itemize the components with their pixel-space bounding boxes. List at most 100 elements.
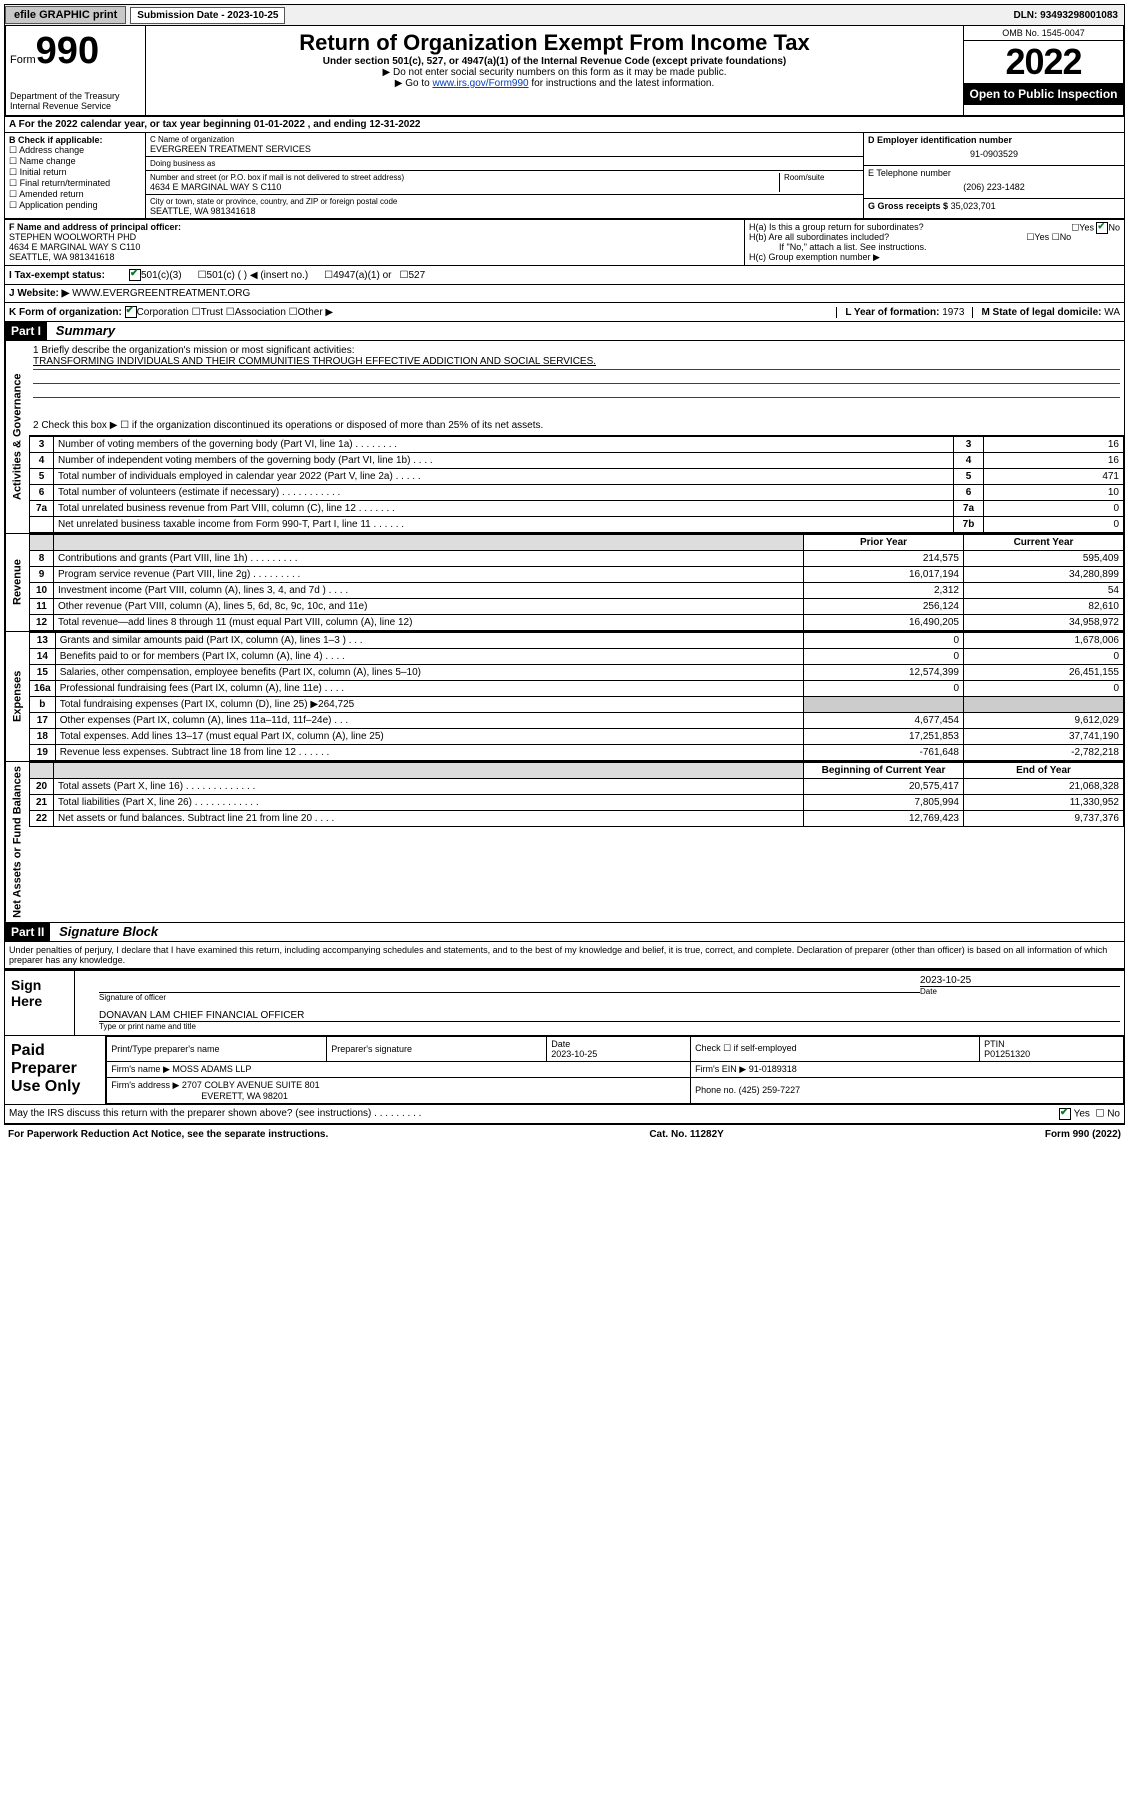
dba-lbl: Doing business as [150, 159, 859, 168]
sidelabel-expenses: Expenses [5, 632, 29, 761]
h-b: H(b) Are all subordinates included? ☐Yes… [749, 232, 1120, 242]
opt-association: Association [235, 307, 286, 318]
paid-preparer-label: Paid Preparer Use Only [5, 1036, 106, 1104]
table-row: 20Total assets (Part X, line 16) . . . .… [30, 779, 1124, 795]
row-j: J Website: ▶ WWW.EVERGREENTREATMENT.ORG [4, 285, 1125, 303]
note-ssn: ▶ Do not enter social security numbers o… [150, 67, 959, 78]
may-irs-discuss: May the IRS discuss this return with the… [4, 1105, 1125, 1124]
part1-hdr: Part I [5, 322, 47, 340]
table-row: 12Total revenue—add lines 8 through 11 (… [30, 615, 1124, 631]
table-header: Prior YearCurrent Year [30, 535, 1124, 551]
q1: 1 Briefly describe the organization's mi… [33, 345, 1120, 356]
chk-name-change[interactable]: ☐ Name change [9, 156, 141, 167]
chk-final-return[interactable]: ☐ Final return/terminated [9, 178, 141, 189]
q2: 2 Check this box ▶ ☐ if the organization… [33, 420, 1120, 431]
opt-other: Other ▶ [298, 307, 333, 318]
phone-lbl: E Telephone number [868, 168, 1120, 178]
opt-4947: 4947(a)(1) or [333, 270, 391, 281]
form-header: Form990 Department of the Treasury Inter… [4, 26, 1125, 117]
section-netassets: Net Assets or Fund Balances Beginning of… [4, 762, 1125, 923]
opt-501c: 501(c) ( ) ◀ (insert no.) [207, 270, 309, 281]
table-row: 8Contributions and grants (Part VIII, li… [30, 551, 1124, 567]
opt-527: 527 [408, 270, 425, 281]
section-governance: Activities & Governance 1 Briefly descri… [4, 341, 1125, 534]
h-a: H(a) Is this a group return for subordin… [749, 222, 1120, 232]
table-row: 5Total number of individuals employed in… [30, 469, 1124, 485]
table-row: 10Investment income (Part VIII, column (… [30, 583, 1124, 599]
form-990-big: 990 [36, 30, 99, 72]
page-footer: For Paperwork Reduction Act Notice, see … [4, 1124, 1125, 1144]
table-row: Net unrelated business taxable income fr… [30, 517, 1124, 533]
box-c: C Name of organization EVERGREEN TREATME… [145, 133, 864, 218]
table-row: 22Net assets or fund balances. Subtract … [30, 811, 1124, 827]
ha-no-checkbox[interactable] [1096, 222, 1108, 234]
org-name: EVERGREEN TREATMENT SERVICES [150, 144, 859, 154]
row-k: K Form of organization: Corporation ☐ Tr… [4, 303, 1125, 322]
table-row: 18Total expenses. Add lines 13–17 (must … [30, 729, 1124, 745]
part2-hdr: Part II [5, 923, 50, 941]
box-f: F Name and address of principal officer:… [5, 220, 744, 265]
chk-501c3[interactable] [129, 269, 141, 281]
table-row: 19Revenue less expenses. Subtract line 1… [30, 745, 1124, 761]
officer-addr2: SEATTLE, WA 981341618 [9, 252, 740, 262]
sidelabel-netassets: Net Assets or Fund Balances [5, 762, 29, 922]
phone: (206) 223-1482 [868, 178, 1120, 196]
table-row: 16aProfessional fundraising fees (Part I… [30, 681, 1124, 697]
mayirs-answer: Yes ☐ No [1059, 1108, 1120, 1120]
officer-name: STEPHEN WOOLWORTH PHD [9, 232, 740, 242]
block-bcd: B Check if applicable: ☐ Address change … [4, 133, 1125, 220]
header-mid: Return of Organization Exempt From Incom… [146, 26, 963, 115]
table-row: 11Other revenue (Part VIII, column (A), … [30, 599, 1124, 615]
table-row: 17Other expenses (Part IX, column (A), l… [30, 713, 1124, 729]
row-fh: F Name and address of principal officer:… [4, 220, 1125, 266]
firm-ein-cell: Firm's EIN ▶ 91-0189318 [691, 1061, 1124, 1077]
chk-initial-return[interactable]: ☐ Initial return [9, 167, 141, 178]
table-row: 7aTotal unrelated business revenue from … [30, 501, 1124, 517]
gov-table: 3Number of voting members of the governi… [29, 436, 1124, 533]
city: SEATTLE, WA 981341618 [150, 206, 859, 216]
opt-corporation: Corporation [137, 307, 189, 318]
table-header: Beginning of Current YearEnd of Year [30, 763, 1124, 779]
signature-line[interactable] [99, 975, 920, 993]
chk-amended-return[interactable]: ☐ Amended return [9, 189, 141, 200]
sidelabel-governance: Activities & Governance [5, 341, 29, 533]
box-h: H(a) Is this a group return for subordin… [744, 220, 1124, 265]
table-row: 14Benefits paid to or for members (Part … [30, 649, 1124, 665]
opt-trust: Trust [201, 307, 223, 318]
dln: DLN: 93493298001083 [1013, 10, 1124, 21]
dba-cell: Doing business as [146, 157, 863, 171]
chk-address-change[interactable]: ☐ Address change [9, 145, 141, 156]
officer-addr1: 4634 E MARGINAL WAY S C110 [9, 242, 740, 252]
header-left: Form990 Department of the Treasury Inter… [6, 26, 146, 115]
part2-title: Signature Block [53, 924, 158, 939]
sig-lbl: Signature of officer [99, 993, 920, 1002]
cat-no: Cat. No. 11282Y [649, 1129, 723, 1140]
mission-blank1 [33, 370, 1120, 384]
row-a-taxyear: A For the 2022 calendar year, or tax yea… [4, 117, 1125, 133]
form-subtitle: Under section 501(c), 527, or 4947(a)(1)… [150, 56, 959, 67]
ein: 91-0903529 [868, 145, 1120, 163]
state-domicile: M State of legal domicile: WA [972, 307, 1120, 318]
note-link: ▶ Go to www.irs.gov/Form990 for instruct… [150, 78, 959, 89]
sign-body: Signature of officer 2023-10-25 Date DON… [75, 971, 1124, 1035]
firm-addr-cell: Firm's address ▶ 2707 COLBY AVENUE SUITE… [107, 1077, 691, 1103]
name-lbl: Type or print name and title [99, 1022, 1120, 1031]
box-d: D Employer identification number 91-0903… [864, 133, 1124, 218]
mayirs-yes-checkbox[interactable] [1059, 1108, 1071, 1120]
gross-cell: G Gross receipts $ 35,023,701 [864, 199, 1124, 213]
col-selfemployed[interactable]: Check ☐ if self-employed [691, 1036, 980, 1061]
street-lbl: Number and street (or P.O. box if mail i… [150, 173, 779, 182]
gross: 35,023,701 [951, 201, 996, 211]
chk-application-pending[interactable]: ☐ Application pending [9, 200, 141, 211]
col-preparer-name: Print/Type preparer's name [107, 1036, 327, 1061]
mission-block: 1 Briefly describe the organization's mi… [29, 341, 1124, 436]
row-k-lbl: K Form of organization: [9, 307, 122, 318]
org-name-lbl: C Name of organization [150, 135, 859, 144]
part1-header-row: Part I Summary [4, 322, 1125, 341]
website: WWW.EVERGREENTREATMENT.ORG [72, 288, 250, 299]
submission-date: Submission Date - 2023-10-25 [130, 7, 285, 24]
col-ptin: PTINP01251320 [980, 1036, 1124, 1061]
chk-corporation[interactable] [125, 306, 137, 318]
efile-print-button[interactable]: efile GRAPHIC print [5, 6, 126, 24]
irs-link[interactable]: www.irs.gov/Form990 [432, 78, 528, 89]
